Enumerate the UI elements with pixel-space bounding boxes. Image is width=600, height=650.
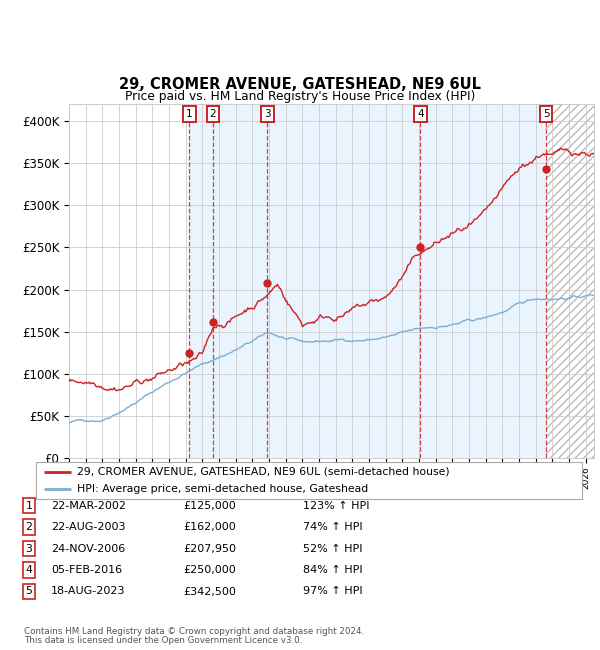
Text: £250,000: £250,000 — [183, 565, 236, 575]
Text: Contains HM Land Registry data © Crown copyright and database right 2024.: Contains HM Land Registry data © Crown c… — [24, 627, 364, 636]
Text: 74% ↑ HPI: 74% ↑ HPI — [303, 522, 362, 532]
Text: 3: 3 — [25, 543, 32, 554]
Text: £125,000: £125,000 — [183, 500, 236, 511]
Text: 1: 1 — [25, 500, 32, 511]
Text: This data is licensed under the Open Government Licence v3.0.: This data is licensed under the Open Gov… — [24, 636, 302, 645]
Text: 05-FEB-2016: 05-FEB-2016 — [51, 565, 122, 575]
Text: 29, CROMER AVENUE, GATESHEAD, NE9 6UL (semi-detached house): 29, CROMER AVENUE, GATESHEAD, NE9 6UL (s… — [77, 467, 449, 476]
Text: 22-AUG-2003: 22-AUG-2003 — [51, 522, 125, 532]
Bar — [190, 104, 546, 458]
Text: £342,500: £342,500 — [183, 586, 236, 597]
Text: 52% ↑ HPI: 52% ↑ HPI — [303, 543, 362, 554]
Text: 97% ↑ HPI: 97% ↑ HPI — [303, 586, 362, 597]
Text: 24-NOV-2006: 24-NOV-2006 — [51, 543, 125, 554]
Text: 84% ↑ HPI: 84% ↑ HPI — [303, 565, 362, 575]
Text: 123% ↑ HPI: 123% ↑ HPI — [303, 500, 370, 511]
Text: 1: 1 — [186, 109, 193, 119]
Text: 18-AUG-2023: 18-AUG-2023 — [51, 586, 125, 597]
Text: £207,950: £207,950 — [183, 543, 236, 554]
Text: 2: 2 — [25, 522, 32, 532]
Text: 5: 5 — [25, 586, 32, 597]
Text: £162,000: £162,000 — [183, 522, 236, 532]
Text: 22-MAR-2002: 22-MAR-2002 — [51, 500, 126, 511]
Text: 3: 3 — [264, 109, 271, 119]
Text: HPI: Average price, semi-detached house, Gateshead: HPI: Average price, semi-detached house,… — [77, 484, 368, 494]
Text: 4: 4 — [25, 565, 32, 575]
Text: Price paid vs. HM Land Registry's House Price Index (HPI): Price paid vs. HM Land Registry's House … — [125, 90, 475, 103]
Text: 29, CROMER AVENUE, GATESHEAD, NE9 6UL: 29, CROMER AVENUE, GATESHEAD, NE9 6UL — [119, 77, 481, 92]
Text: 2: 2 — [209, 109, 217, 119]
Text: 4: 4 — [417, 109, 424, 119]
Text: 5: 5 — [543, 109, 550, 119]
Bar — [546, 104, 600, 458]
